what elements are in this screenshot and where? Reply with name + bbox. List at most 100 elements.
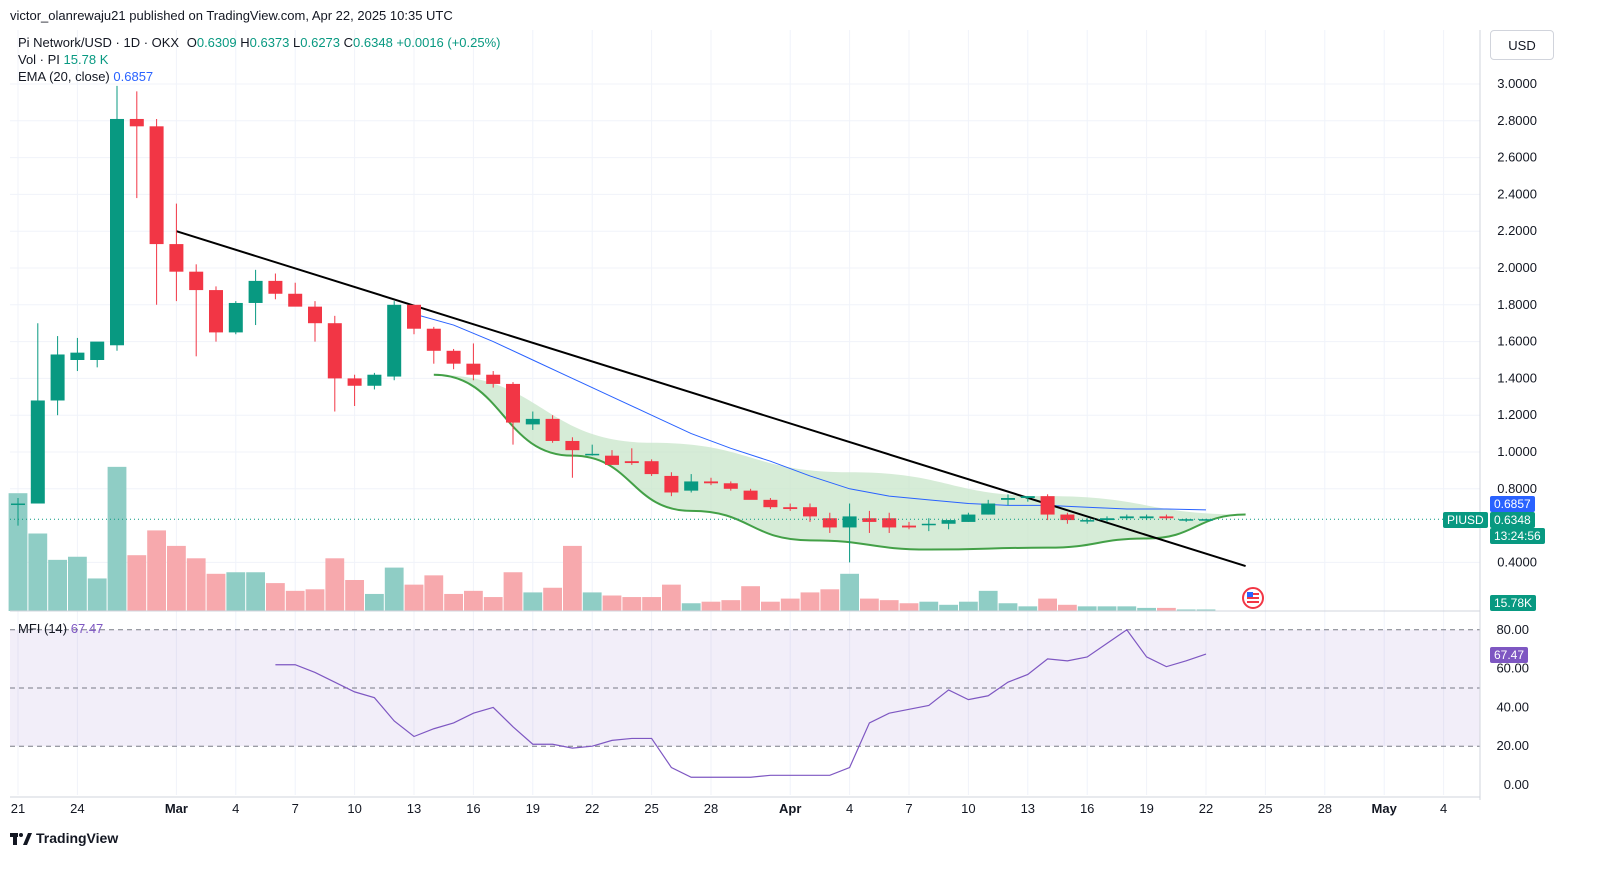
candle-body: [1060, 514, 1075, 521]
legend-row-ohlc: Pi Network/USD · 1D · OKX O0.6309 H0.637…: [18, 35, 501, 50]
volume-bar: [582, 592, 602, 611]
mfi-tick-label: 60.00: [1496, 661, 1529, 676]
candle-body: [565, 440, 580, 451]
candle-body: [525, 418, 540, 425]
trendline[interactable]: [176, 230, 1246, 568]
tradingview-logo[interactable]: TradingView: [10, 830, 118, 846]
candle-body: [921, 523, 936, 526]
candle-body: [426, 328, 441, 351]
volume-bar: [107, 466, 127, 611]
candle-body: [407, 304, 421, 329]
volume-bar: [1157, 607, 1176, 611]
time-tick-label: 7: [905, 801, 912, 816]
volume-bar: [1176, 609, 1196, 611]
legend-row-ema: EMA (20, close) 0.6857: [18, 69, 153, 84]
mfi-value: 67.47: [70, 621, 104, 636]
candle-body: [367, 374, 382, 386]
candle-body: [1020, 496, 1035, 498]
mfi-badge: 67.47: [1490, 647, 1529, 663]
time-tick-label: 19: [526, 801, 540, 816]
candle-body: [446, 350, 461, 364]
candle-body: [50, 354, 65, 401]
volume-bar: [365, 593, 384, 611]
volume-bar: [147, 530, 166, 611]
volume-bar: [503, 572, 523, 611]
time-tick-label: 4: [846, 801, 853, 816]
volume-bar: [879, 600, 899, 611]
high-label: H: [240, 35, 250, 50]
volume-bar: [167, 545, 186, 611]
volume-bar: [404, 584, 424, 611]
volume-badge: 15.78K: [1490, 595, 1537, 611]
candle-body: [902, 525, 916, 528]
volume-bar: [939, 604, 958, 611]
mfi-line: [275, 628, 1207, 778]
time-tick-label: 25: [644, 801, 658, 816]
volume-bar: [1137, 607, 1156, 611]
mfi-label[interactable]: MFI (14): [18, 621, 68, 636]
volume-bar: [483, 597, 503, 611]
volume-label[interactable]: Vol · PI: [18, 52, 60, 67]
publish-caption: victor_olanrewaju21 published on Trading…: [10, 8, 453, 23]
candle-body: [822, 518, 837, 528]
volume-bar: [444, 593, 463, 611]
tradingview-logo-icon: [10, 833, 32, 845]
time-tick-label: 13: [407, 801, 421, 816]
volume-bar: [959, 601, 978, 611]
candle-body: [1199, 519, 1213, 521]
mfi-tick-label: 20.00: [1496, 738, 1529, 753]
chart-grid: [10, 30, 1480, 795]
candle-body: [506, 383, 520, 423]
volume-bar: [998, 603, 1018, 611]
volume-bar: [1097, 606, 1117, 611]
candle-body: [941, 520, 956, 524]
time-tick-label: 10: [347, 801, 361, 816]
time-tick-label: 28: [1318, 801, 1332, 816]
candle-body: [288, 293, 303, 307]
mfi-legend: MFI (14) 67.47: [18, 621, 103, 636]
candle-body: [209, 290, 223, 333]
candle-body: [308, 306, 322, 324]
symbol-label[interactable]: Pi Network/USD · 1D · OKX: [18, 35, 180, 50]
candle-body: [783, 507, 798, 510]
candle-body: [70, 352, 85, 360]
ema-label[interactable]: EMA (20, close): [18, 69, 110, 84]
time-tick-label: 4: [232, 801, 239, 816]
currency-button[interactable]: USD: [1490, 30, 1554, 60]
volume-bar: [345, 580, 364, 611]
volume-bar: [860, 598, 879, 611]
price-tick-label: 3.0000: [1497, 76, 1537, 91]
time-tick-label: 10: [961, 801, 975, 816]
time-tick-label: 13: [1021, 801, 1035, 816]
mfi-tick-label: 0.00: [1504, 777, 1529, 792]
candle-body: [763, 499, 778, 508]
accumulation-zone: [433, 373, 1246, 551]
time-tick-label: 19: [1139, 801, 1153, 816]
volume-bar: [602, 595, 622, 611]
candle-body: [110, 118, 124, 346]
volume-bar: [226, 572, 246, 611]
candle-body: [1001, 498, 1015, 500]
candle-body: [129, 118, 144, 127]
time-tick-label: May: [1372, 801, 1398, 816]
time-tick-label: 22: [1199, 801, 1213, 816]
close-label: C: [343, 35, 354, 50]
candlesticks: [11, 85, 1213, 563]
time-tick-label: 7: [292, 801, 299, 816]
time-tick-label: 22: [585, 801, 599, 816]
volume-bar: [8, 493, 28, 611]
candle-body: [803, 507, 817, 517]
price-tick-label: 2.2000: [1497, 223, 1537, 238]
volume-bar: [305, 589, 325, 611]
candle-body: [664, 475, 679, 493]
accumulation-fill: [433, 374, 1246, 550]
volume-bar: [424, 575, 444, 611]
candle-body: [169, 244, 184, 272]
volume-bar: [1058, 604, 1077, 611]
legend-row-volume: Vol · PI 15.78 K: [18, 52, 108, 67]
flag-icon[interactable]: [1242, 587, 1264, 609]
price-tick-label: 1.8000: [1497, 297, 1537, 312]
volume-bar: [642, 597, 661, 611]
volume-bar: [127, 555, 147, 611]
